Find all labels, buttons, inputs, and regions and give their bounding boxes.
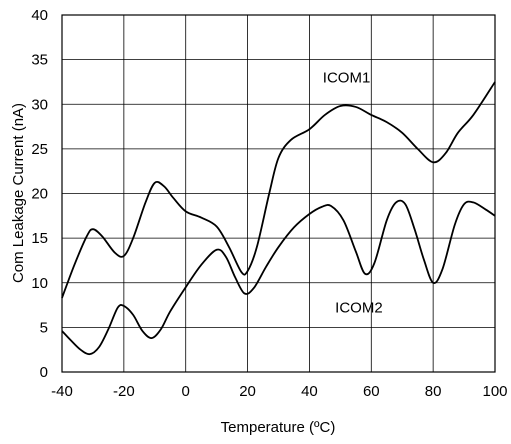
plot-frame	[61, 14, 496, 373]
y-tick-label: 20	[31, 186, 48, 203]
tick-labels: -40 -20 0 20 40 60 80 100 0 5 10 15 20 25 30 35 40	[31, 7, 507, 400]
y-tick-label: 5	[40, 319, 48, 336]
series-layer	[61, 81, 496, 356]
x-tick-label: -20	[113, 383, 135, 400]
grid	[62, 15, 495, 372]
y-tick-label: 25	[31, 141, 48, 158]
x-tick-label: 60	[363, 383, 380, 400]
y-tick-label: 40	[31, 7, 48, 24]
x-tick-label: -40	[51, 383, 73, 400]
series-label-icom1: ICOM1	[323, 69, 371, 86]
x-tick-label: 80	[425, 383, 442, 400]
y-tick-label: 15	[31, 230, 48, 247]
x-tick-label: 0	[182, 383, 190, 400]
series-labels: ICOM1 ICOM2	[323, 69, 383, 316]
y-tick-label: 0	[40, 364, 48, 381]
x-tick-label: 100	[482, 383, 507, 400]
series-line-icom1	[61, 81, 496, 299]
x-tick-label: 20	[239, 383, 256, 400]
series-line-icom2	[61, 199, 496, 356]
y-tick-label: 30	[31, 96, 48, 113]
x-tick-label: 40	[301, 383, 318, 400]
y-tick-label: 10	[31, 275, 48, 292]
x-axis-label: Temperature (ºC)	[221, 419, 336, 436]
y-axis-label: Com Leakage Current (nA)	[10, 103, 27, 283]
y-tick-label: 35	[31, 52, 48, 69]
series-label-icom2: ICOM2	[335, 300, 383, 317]
